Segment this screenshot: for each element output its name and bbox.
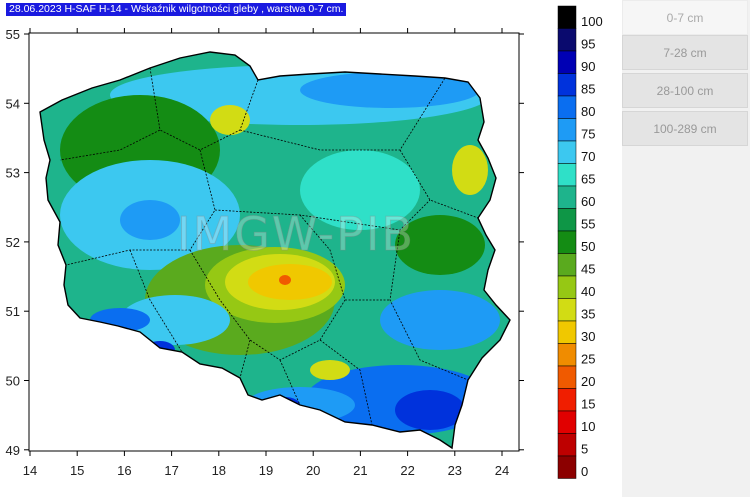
tab-0-7-cm[interactable]: 0-7 cm bbox=[622, 0, 748, 35]
legend-label: 70 bbox=[581, 149, 595, 164]
legend-label: 25 bbox=[581, 352, 595, 367]
lon-tick-label: 23 bbox=[448, 463, 462, 478]
voivodeship-borders bbox=[59, 67, 479, 426]
legend-label: 40 bbox=[581, 284, 595, 299]
tab-28-100-cm[interactable]: 28-100 cm bbox=[622, 73, 748, 108]
lon-tick-label: 18 bbox=[212, 463, 226, 478]
legend-swatch bbox=[557, 410, 577, 434]
map-title: 28.06.2023 H-SAF H-14 - Wskaźnik wilgotn… bbox=[6, 3, 347, 16]
legend-label: 0 bbox=[581, 464, 588, 479]
legend-label: 80 bbox=[581, 104, 595, 119]
legend-label: 35 bbox=[581, 307, 595, 322]
lon-tick-label: 19 bbox=[259, 463, 273, 478]
lon-tick-label: 22 bbox=[400, 463, 414, 478]
legend-label: 5 bbox=[581, 442, 588, 457]
legend-label: 20 bbox=[581, 374, 595, 389]
legend-label: 90 bbox=[581, 59, 595, 74]
legend-label: 10 bbox=[581, 419, 595, 434]
lon-tick-label: 24 bbox=[495, 463, 509, 478]
legend-swatch bbox=[557, 253, 577, 277]
legend-label: 85 bbox=[581, 82, 595, 97]
lat-tick-label: 49 bbox=[6, 443, 20, 458]
legend-label: 65 bbox=[581, 172, 595, 187]
soil-moisture-map: IMGW-PIB 14 15 16 17 18 19 20 21 22 23 24555453525… bbox=[6, 5, 603, 479]
legend-swatch bbox=[557, 5, 577, 29]
lon-tick-label: 20 bbox=[306, 463, 320, 478]
lat-tick-label: 53 bbox=[6, 166, 20, 181]
legend-swatch bbox=[557, 275, 577, 299]
lat-tick-label: 52 bbox=[6, 235, 20, 250]
legend-swatch bbox=[557, 230, 577, 254]
legend-label: 60 bbox=[581, 194, 595, 209]
legend-label: 15 bbox=[581, 397, 595, 412]
legend-swatch bbox=[557, 73, 577, 97]
watermark: IMGW-PIB bbox=[177, 207, 415, 261]
legend-swatch bbox=[557, 320, 577, 344]
legend-label: 95 bbox=[581, 37, 595, 52]
legend-swatch bbox=[557, 185, 577, 209]
lon-tick-label: 15 bbox=[70, 463, 84, 478]
legend-label: 45 bbox=[581, 262, 595, 277]
legend-swatch bbox=[557, 388, 577, 412]
legend-label: 100 bbox=[581, 14, 603, 29]
legend-swatch bbox=[557, 163, 577, 187]
legend-swatch bbox=[557, 118, 577, 142]
tab-100-289-cm[interactable]: 100-289 cm bbox=[622, 111, 748, 146]
legend-swatch bbox=[557, 95, 577, 119]
tab-7-28-cm[interactable]: 7-28 cm bbox=[622, 35, 748, 70]
legend-swatch bbox=[557, 28, 577, 52]
color-legend: 1009590858075706560555045403530252015105… bbox=[557, 5, 603, 479]
lat-tick-label: 51 bbox=[6, 304, 20, 319]
legend-swatch bbox=[557, 140, 577, 164]
lon-tick-label: 14 bbox=[23, 463, 37, 478]
layer-panel: 0-7 cm 7-28 cm 28-100 cm 100-289 cm bbox=[622, 0, 750, 497]
legend-swatch bbox=[557, 455, 577, 479]
lon-tick-label: 21 bbox=[353, 463, 367, 478]
legend-swatch bbox=[557, 208, 577, 232]
legend-label: 55 bbox=[581, 217, 595, 232]
lat-tick-label: 50 bbox=[6, 374, 20, 389]
lon-tick-label: 17 bbox=[164, 463, 178, 478]
lat-tick-label: 55 bbox=[6, 27, 20, 42]
legend-label: 75 bbox=[581, 127, 595, 142]
legend-swatch bbox=[557, 365, 577, 389]
legend-swatch bbox=[557, 343, 577, 367]
legend-swatch bbox=[557, 433, 577, 457]
legend-label: 50 bbox=[581, 239, 595, 254]
axis-ticks: 14 15 16 17 18 19 20 21 22 23 24 55 54 53 52 51 50 49 bbox=[6, 27, 524, 478]
legend-label: 30 bbox=[581, 329, 595, 344]
lon-tick-label: 16 bbox=[117, 463, 131, 478]
lat-tick-label: 54 bbox=[6, 96, 20, 111]
legend-swatch bbox=[557, 298, 577, 322]
legend-swatch bbox=[557, 50, 577, 74]
